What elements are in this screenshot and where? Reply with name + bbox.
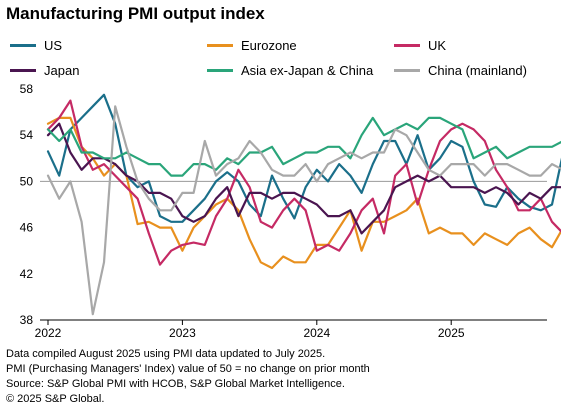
footnote-pmi-definition: PMI (Purchasing Managers' Index) value o… bbox=[6, 363, 370, 375]
series-line-china-mainland bbox=[46, 105, 561, 316]
x-tick-label-2025: 2025 bbox=[438, 326, 465, 340]
legend-item-asia-ex-japan-china: Asia ex-Japan & China bbox=[207, 63, 373, 78]
series-line-uk bbox=[46, 99, 561, 266]
legend-item-uk: UK bbox=[394, 38, 446, 53]
legend-swatch-us bbox=[10, 44, 36, 47]
legend-swatch-uk bbox=[394, 44, 420, 47]
x-tick-label-2024: 2024 bbox=[303, 326, 330, 340]
legend-swatch-china-mainland bbox=[394, 69, 420, 72]
footnote-copyright: © 2025 S&P Global. bbox=[6, 393, 105, 405]
y-tick-label-54: 54 bbox=[20, 128, 34, 142]
legend-swatch-japan bbox=[10, 69, 36, 72]
footnote-source: Source: S&P Global PMI with HCOB, S&P Gl… bbox=[6, 378, 345, 390]
legend-swatch-asia-ex-japan-china bbox=[207, 69, 233, 72]
y-tick-label-58: 58 bbox=[20, 82, 34, 96]
series-line-eurozone bbox=[46, 116, 561, 270]
legend-label-us: US bbox=[44, 38, 63, 53]
series-line-asia-ex-japan-china bbox=[46, 116, 561, 177]
legend-label-uk: UK bbox=[428, 38, 447, 53]
legend-item-eurozone: Eurozone bbox=[207, 38, 297, 53]
series-line-us bbox=[46, 93, 561, 223]
y-tick-label-46: 46 bbox=[20, 221, 34, 235]
legend-label-eurozone: Eurozone bbox=[241, 38, 297, 53]
legend-swatch-eurozone bbox=[207, 44, 233, 47]
y-tick-label-50: 50 bbox=[20, 174, 34, 188]
series-line-japan bbox=[46, 122, 561, 235]
legend-item-japan: Japan bbox=[10, 63, 79, 78]
legend-item-china-mainland: China (mainland) bbox=[394, 63, 527, 78]
y-tick-label-38: 38 bbox=[20, 313, 34, 327]
chart-legend: US Eurozone UK Japan Asia ex-Japan & Chi… bbox=[0, 0, 561, 90]
x-tick-label-2023: 2023 bbox=[169, 326, 196, 340]
legend-item-us: US bbox=[10, 38, 62, 53]
y-tick-label-42: 42 bbox=[20, 267, 34, 281]
x-tick-label-2022: 2022 bbox=[35, 326, 62, 340]
footnote-data-compiled: Data compiled August 2025 using PMI data… bbox=[6, 348, 326, 360]
chart-title: Manufacturing PMI output index bbox=[6, 4, 265, 23]
legend-label-japan: Japan bbox=[44, 63, 80, 78]
legend-label-asia-ex-japan-china: Asia ex-Japan & China bbox=[241, 63, 374, 78]
legend-label-china-mainland: China (mainland) bbox=[428, 63, 527, 78]
